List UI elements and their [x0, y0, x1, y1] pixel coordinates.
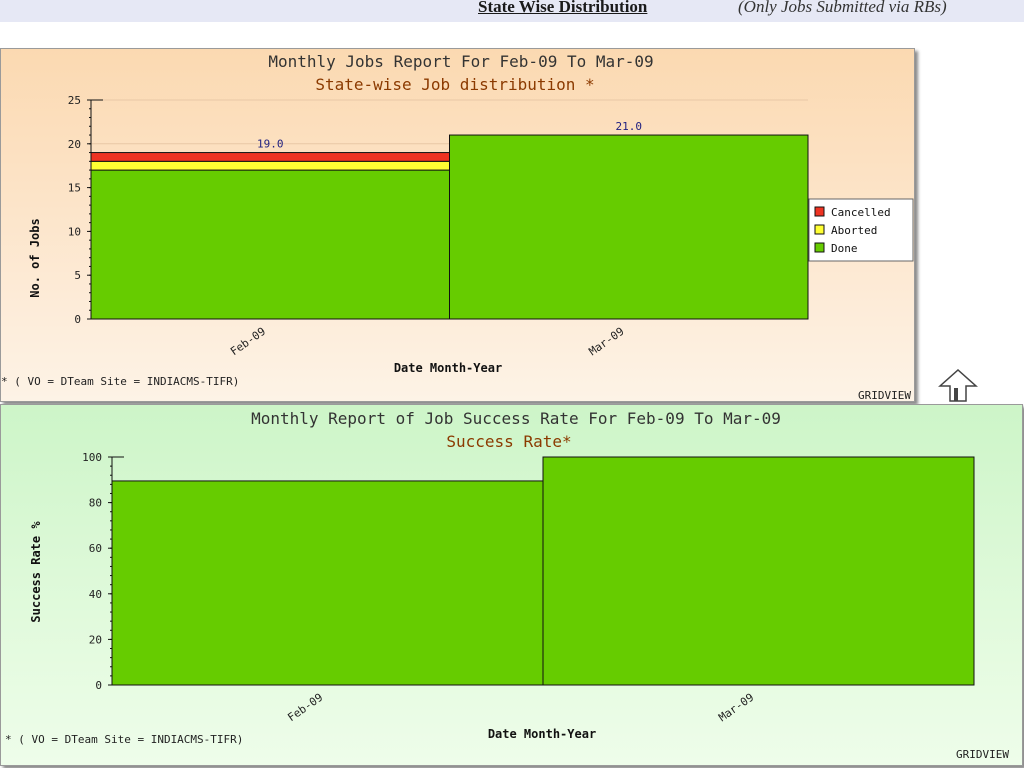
- y-tick-label: 20: [68, 138, 81, 151]
- y-tick-label: 25: [68, 94, 81, 107]
- legend-swatch-done: [814, 242, 825, 253]
- chart-subtitle: State-wise Job distribution *: [315, 75, 594, 94]
- y-tick-label: 15: [68, 182, 81, 195]
- chart-footnote: * ( VO = DTeam Site = INDIACMS-TIFR): [1, 375, 239, 388]
- data-label: 19.0: [257, 138, 284, 151]
- y-tick-label: 100: [82, 451, 102, 464]
- bar-value-feb-09: [111, 480, 544, 686]
- jobs-report-chart: Monthly Jobs Report For Feb-09 To Mar-09…: [1, 52, 914, 402]
- bar-value-mar-09: [542, 456, 975, 686]
- chart-subtitle: Success Rate*: [446, 432, 571, 451]
- y-tick-label: 5: [74, 269, 81, 282]
- x-tick-label: Mar-09: [586, 325, 626, 358]
- chart-legend: Cancelled Aborted Done: [808, 198, 914, 262]
- gridview-brand: GRIDVIEW: [858, 389, 911, 402]
- section-note: (Only Jobs Submitted via RBs): [738, 0, 947, 16]
- legend-label-cancelled: Cancelled: [831, 206, 891, 219]
- y-tick-label: 80: [89, 497, 102, 510]
- y-tick-label: 20: [89, 633, 102, 646]
- gridview-brand: GRIDVIEW: [956, 748, 1009, 761]
- legend-label-aborted: Aborted: [831, 224, 877, 237]
- chart-title: Monthly Report of Job Success Rate For F…: [251, 409, 781, 428]
- x-axis-label: Date Month-Year: [488, 727, 596, 741]
- x-axis-label: Date Month-Year: [394, 361, 502, 375]
- scroll-up-arrow-icon[interactable]: [938, 368, 978, 402]
- y-tick-label: 0: [74, 313, 81, 326]
- y-axis-label: Success Rate %: [29, 521, 43, 623]
- y-tick-label: 0: [95, 679, 102, 692]
- legend-box: [808, 198, 914, 262]
- x-tick-label: Feb-09: [228, 325, 268, 358]
- chart-title: Monthly Jobs Report For Feb-09 To Mar-09: [268, 52, 653, 71]
- x-tick-label: Feb-09: [285, 691, 325, 724]
- bar-cancelled-feb-09: [90, 152, 450, 162]
- bar-aborted-feb-09: [90, 160, 450, 171]
- legend-label-done: Done: [831, 242, 858, 255]
- y-tick-label: 10: [68, 225, 81, 238]
- chart-footnote: * ( VO = DTeam Site = INDIACMS-TIFR): [5, 733, 243, 746]
- bar-done-feb-09: [90, 169, 450, 320]
- top-header-bar: State Wise Distribution (Only Jobs Submi…: [0, 0, 1024, 22]
- success-rate-chart-panel: Monthly Report of Job Success Rate For F…: [0, 404, 1023, 766]
- data-label: 21.0: [616, 120, 643, 133]
- y-axis-label: No. of Jobs: [28, 218, 42, 297]
- legend-swatch-aborted: [814, 224, 825, 235]
- success-rate-chart: Monthly Report of Job Success Rate For F…: [5, 409, 1009, 761]
- bar-done-mar-09: [449, 134, 809, 320]
- legend-swatch-cancelled: [814, 206, 825, 217]
- section-title-link[interactable]: State Wise Distribution: [478, 0, 648, 16]
- jobs-report-chart-panel: Monthly Jobs Report For Feb-09 To Mar-09…: [0, 48, 915, 402]
- y-tick-label: 60: [89, 542, 102, 555]
- y-tick-label: 40: [89, 588, 102, 601]
- x-tick-label: Mar-09: [716, 691, 756, 724]
